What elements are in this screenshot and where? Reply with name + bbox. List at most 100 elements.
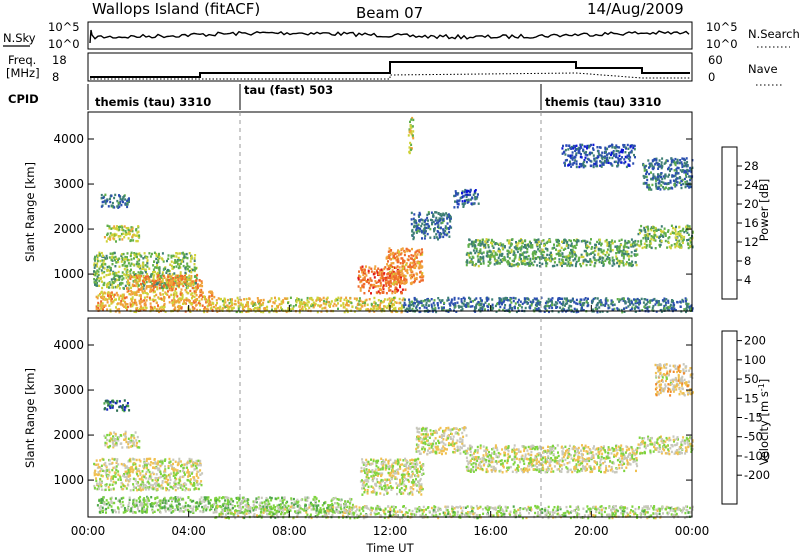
data-cell [465, 263, 468, 267]
data-cell [443, 213, 446, 216]
data-cell [647, 236, 650, 239]
data-cell [161, 289, 164, 292]
data-cell [581, 143, 584, 147]
data-cell [194, 464, 197, 468]
data-cell [536, 299, 539, 302]
data-cell [121, 264, 124, 267]
data-cell [402, 262, 404, 265]
data-cell [358, 300, 361, 303]
data-cell [136, 290, 139, 293]
data-cell [640, 230, 643, 233]
data-cell [423, 237, 426, 240]
data-cell [558, 253, 561, 256]
data-cell [546, 247, 549, 251]
data-cell [559, 306, 562, 309]
data-cell [595, 304, 598, 307]
data-cell [124, 284, 127, 288]
data-cell [612, 261, 615, 264]
data-cell [104, 304, 107, 307]
data-cell [477, 193, 479, 196]
data-cell [192, 308, 195, 311]
data-cell [420, 276, 423, 279]
data-cell [532, 263, 535, 267]
data-cell [142, 306, 145, 310]
data-cell [617, 157, 620, 160]
data-cell [630, 151, 633, 154]
data-cell [491, 244, 494, 248]
data-cell [602, 263, 605, 266]
data-cell [137, 258, 140, 261]
data-cell [105, 283, 108, 286]
data-cell [551, 301, 554, 304]
data-cell [449, 215, 452, 219]
data-cell [393, 296, 395, 300]
data-cell [167, 254, 170, 257]
data-cell [462, 195, 465, 198]
data-cell [253, 301, 255, 305]
data-cell [681, 229, 684, 232]
data-cell [593, 258, 596, 261]
data-cell [97, 273, 100, 277]
data-cell [652, 167, 655, 171]
data-cell [137, 277, 140, 281]
data-cell [535, 297, 538, 300]
data-cell [680, 246, 683, 249]
data-cell [169, 285, 171, 288]
data-cell [391, 291, 394, 295]
data-cell [111, 259, 114, 262]
data-cell [401, 265, 404, 269]
data-cell [446, 222, 449, 225]
data-cell [398, 266, 401, 269]
data-cell [179, 306, 182, 309]
data-cell [254, 307, 257, 310]
data-cell [157, 463, 160, 466]
data-cell [531, 244, 534, 247]
data-cell [189, 281, 192, 284]
data-cell [532, 254, 535, 258]
data-cell [131, 292, 134, 296]
data-cell [433, 304, 436, 307]
data-cell [650, 237, 653, 241]
data-cell [231, 303, 233, 307]
data-cell [675, 161, 678, 164]
data-cell [389, 253, 392, 257]
data-cell [176, 282, 179, 286]
data-cell [144, 264, 147, 267]
data-cell [390, 276, 393, 279]
data-cell [678, 225, 681, 229]
data-cell [373, 285, 376, 288]
data-cell [599, 310, 602, 314]
data-cell [402, 304, 405, 307]
data-cell [487, 305, 490, 309]
data-cell [148, 279, 151, 282]
data-cell [380, 288, 382, 291]
data-cell [523, 299, 526, 302]
data-cell [680, 234, 683, 238]
data-cell [408, 306, 411, 310]
data-cell [112, 281, 115, 285]
data-cell [597, 249, 600, 252]
data-cell [150, 487, 153, 490]
data-cell [369, 285, 372, 288]
data-cell [298, 311, 301, 314]
data-cell [643, 305, 646, 308]
data-cell [149, 290, 152, 293]
data-cell [143, 278, 146, 281]
data-cell [392, 307, 395, 310]
data-cell [387, 265, 390, 268]
data-cell [159, 293, 162, 296]
data-cell [102, 266, 105, 269]
data-cell [496, 242, 499, 245]
data-cell [568, 309, 571, 312]
data-cell [469, 251, 472, 254]
data-cell [672, 226, 674, 230]
data-cell [391, 302, 394, 306]
data-cell [361, 265, 364, 268]
data-cell [512, 250, 515, 253]
data-cell [422, 299, 425, 303]
data-cell [301, 302, 304, 305]
data-cell [441, 308, 444, 312]
data-cell [683, 308, 686, 311]
data-cell [159, 275, 162, 278]
data-cell [633, 298, 635, 301]
